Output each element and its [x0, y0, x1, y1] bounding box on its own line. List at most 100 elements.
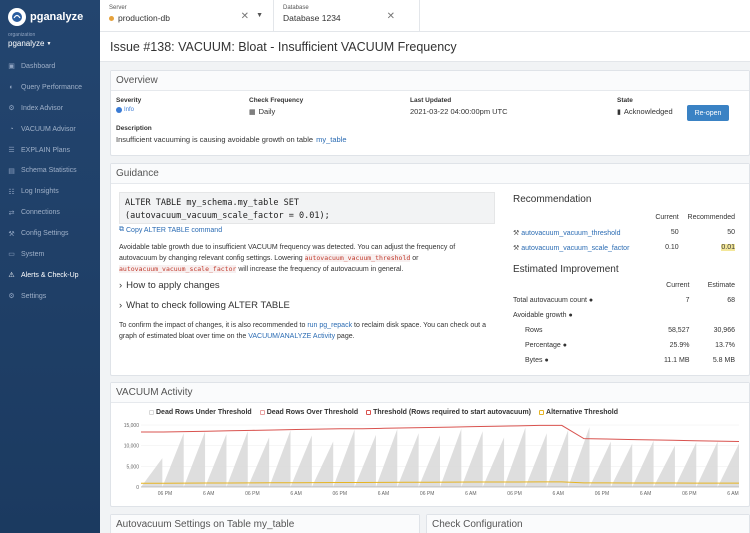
clear-database-icon[interactable]: ✕: [386, 11, 395, 22]
imp-col-estimate: Estimate: [707, 282, 735, 289]
sidebar-item-label: VACUUM Advisor: [21, 125, 76, 133]
x-tick-label: 6 AM: [378, 491, 389, 497]
sidebar-item-label: Settings: [21, 292, 47, 300]
org-switcher[interactable]: pganalyze ▼: [0, 39, 100, 48]
sidebar-item-log-insights[interactable]: ☷ Log Insights: [0, 181, 100, 202]
severity-label: Severity: [116, 97, 142, 104]
sidebar-item-explain-plans[interactable]: ☰ EXPLAIN Plans: [0, 140, 100, 161]
sidebar-item-label: Config Settings: [21, 230, 69, 238]
sidebar-item-vacuum-advisor[interactable]: ◔ VACUUM Advisor: [0, 119, 100, 140]
x-tick-label: 06 PM: [420, 491, 434, 497]
pg-repack-link[interactable]: run pg_repack: [307, 322, 353, 329]
vacuum-analyze-activity-link[interactable]: VACUUM/ANALYZE Activity: [248, 333, 336, 340]
x-tick-label: 06 PM: [333, 491, 347, 497]
threshold-setting-name: autovacuum_vacuum_threshold: [521, 229, 621, 237]
sidebar-item-label: EXPLAIN Plans: [21, 146, 71, 154]
state-value: Acknowledged: [623, 107, 673, 116]
rows-estimate: 30,966: [713, 327, 735, 334]
system-icon: ▭: [8, 251, 15, 259]
database-value: Database 1234: [283, 13, 341, 23]
caret-down-icon: ▼: [46, 40, 52, 47]
info-icon[interactable]: ●: [588, 297, 594, 304]
org-name: pganalyze: [8, 39, 45, 48]
dead-rows-area: [162, 433, 184, 487]
percentage-label: Percentage: [525, 342, 561, 349]
apply-changes-toggle[interactable]: › How to apply changes: [119, 280, 220, 291]
legend-swatch: [259, 410, 265, 415]
description-table-link[interactable]: my_table: [316, 135, 347, 144]
legend-item[interactable]: Dead Rows Over Threshold: [259, 409, 358, 416]
table-row: Bytes ● 11.1 MB 5.8 MB: [513, 353, 735, 368]
dead-rows-area: [525, 433, 547, 487]
apply-changes-label: How to apply changes: [126, 280, 220, 291]
x-tick-label: 6 AM: [465, 491, 476, 497]
sidebar-item-settings[interactable]: ⚙ Settings: [0, 286, 100, 307]
scale-factor-recommended: 0.01: [721, 244, 735, 251]
guidance-text-2: will increase the frequency of autovacuu…: [238, 266, 404, 273]
clear-server-icon[interactable]: ✕: [240, 11, 249, 22]
log-insights-icon: ☷: [8, 188, 15, 196]
x-tick-label: 6 AM: [553, 491, 564, 497]
x-tick-label: 6 AM: [640, 491, 651, 497]
table-row: Percentage ● 25.9% 13.7%: [513, 338, 735, 353]
dead-rows-area: [226, 431, 248, 487]
frequency-value: Daily: [258, 107, 276, 116]
rec-col-recommended: Recommended: [687, 214, 735, 221]
bytes-estimate: 5.8 MB: [712, 357, 735, 364]
sidebar-item-query-performance[interactable]: ◐ Query Performance: [0, 77, 100, 98]
check-alter-toggle[interactable]: › What to check following ALTER TABLE: [119, 300, 290, 311]
x-tick-label: 06 PM: [595, 491, 609, 497]
dead-rows-area: [504, 427, 526, 487]
dead-rows-area: [183, 431, 206, 487]
server-selector[interactable]: Server production-db ✕ ▼: [100, 0, 274, 31]
info-icon[interactable]: ●: [544, 357, 549, 364]
autovacuum-settings-card: Autovacuum Settings on Table my_table: [110, 514, 420, 533]
server-value: production-db: [118, 13, 170, 23]
x-tick-label: 06 PM: [158, 491, 172, 497]
sidebar-item-connections[interactable]: ⇄ Connections: [0, 202, 100, 223]
info-icon[interactable]: ●: [568, 312, 573, 319]
brand[interactable]: pganalyze: [0, 0, 100, 34]
dead-rows-area: [632, 440, 654, 487]
legend-item[interactable]: Threshold (Rows required to start autova…: [366, 409, 531, 416]
guidance-text-4: to reclaim disk space. You can check out…: [119, 322, 486, 340]
sidebar-item-system[interactable]: ▭ System: [0, 244, 100, 265]
info-icon[interactable]: ●: [562, 342, 567, 349]
sidebar-item-config-settings[interactable]: ⚒ Config Settings: [0, 223, 100, 244]
dead-rows-area: [482, 437, 505, 487]
threshold-setting-link[interactable]: ⚒ autovacuum_vacuum_threshold: [513, 225, 651, 240]
dead-rows-area: [717, 443, 739, 487]
legend-item[interactable]: Dead Rows Under Threshold: [149, 409, 252, 416]
reopen-button[interactable]: Re-open: [687, 105, 729, 121]
sidebar-item-schema-statistics[interactable]: ▤ Schema Statistics: [0, 160, 100, 181]
legend-item[interactable]: Alternative Threshold: [539, 409, 618, 416]
sidebar-item-alerts-check-up[interactable]: ⚠ Alerts & Check-Up: [0, 265, 100, 286]
sidebar-item-label: Query Performance: [21, 83, 83, 91]
table-row: Total autovacuum count ● 7 68: [513, 293, 735, 308]
sidebar-item-dashboard[interactable]: ▣ Dashboard: [0, 56, 100, 77]
y-tick-label: 0: [136, 485, 139, 491]
guidance-text-3: To confirm the impact of changes, it is …: [119, 322, 306, 329]
info-icon: [116, 107, 122, 113]
bytes-current: 11.1 MB: [663, 357, 690, 364]
database-selector[interactable]: Database Database 1234 ✕: [274, 0, 420, 31]
chevron-down-icon[interactable]: ▼: [256, 12, 263, 19]
scale-factor-setting-link[interactable]: ⚒ autovacuum_vacuum_scale_factor: [513, 240, 651, 255]
dead-rows-area: [674, 442, 697, 487]
dead-rows-area: [205, 434, 227, 487]
dead-rows-area: [269, 430, 291, 487]
copy-command-button[interactable]: ⧉ Copy ALTER TABLE command: [119, 226, 222, 234]
server-label: Server: [109, 5, 127, 11]
title-bar: Issue #138: VACUUM: Bloat - Insufficient…: [100, 32, 750, 62]
sidebar-item-index-advisor[interactable]: ⚙ Index Advisor: [0, 98, 100, 119]
alternative-threshold-line: [140, 481, 740, 484]
recommendation-table: Current Recommended ⚒ autovacuum_vacuum_…: [513, 210, 735, 255]
threshold-line: [141, 424, 740, 443]
x-tick-label: 6 AM: [290, 491, 301, 497]
dead-rows-area: [696, 441, 718, 487]
legend-swatch: [366, 410, 372, 415]
table-row: ⚒ autovacuum_vacuum_scale_factor 0.10 0.…: [513, 240, 735, 255]
settings-icon: ⚙: [8, 293, 15, 301]
sidebar-item-label: System: [21, 250, 45, 258]
legend-swatch: [539, 410, 545, 415]
